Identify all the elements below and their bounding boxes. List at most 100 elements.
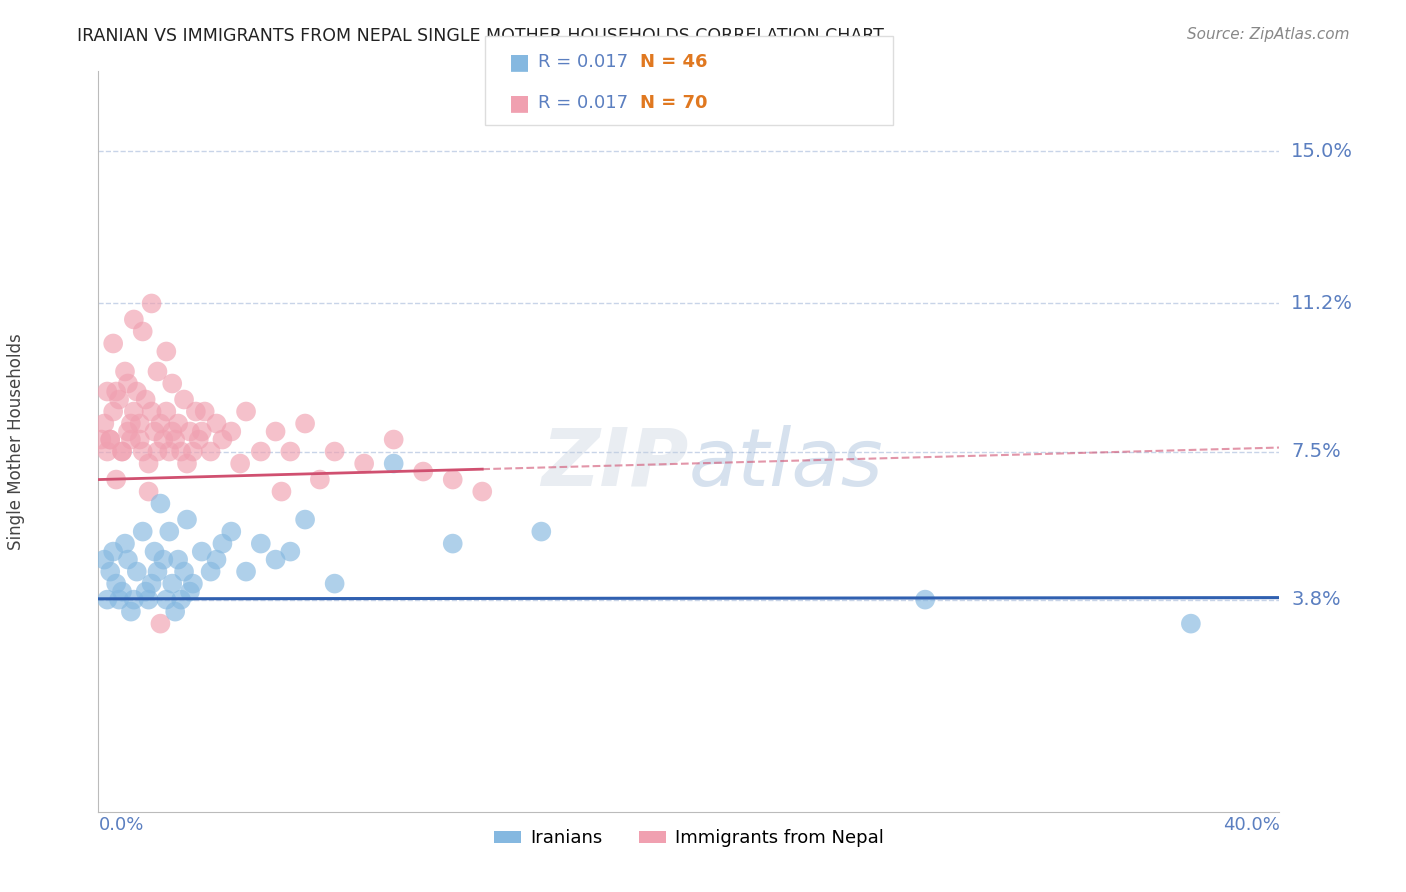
- Point: [187, 433, 209, 447]
- Point: [135, 392, 157, 407]
- Point: [120, 417, 142, 431]
- Point: [149, 616, 172, 631]
- Point: [162, 576, 183, 591]
- Point: [98, 565, 121, 579]
- Point: [96, 444, 118, 458]
- Point: [155, 592, 177, 607]
- Point: [179, 584, 201, 599]
- Point: [103, 544, 125, 558]
- Point: [141, 576, 163, 591]
- Point: [530, 524, 553, 539]
- Point: [280, 444, 302, 458]
- Point: [200, 565, 222, 579]
- Point: [117, 425, 139, 439]
- Point: [170, 592, 193, 607]
- Text: 0.0%: 0.0%: [98, 815, 143, 834]
- Point: [114, 536, 136, 550]
- Point: [162, 376, 183, 391]
- Point: [96, 384, 118, 399]
- Point: [211, 536, 233, 550]
- Point: [111, 444, 134, 458]
- Point: [138, 592, 160, 607]
- Point: [138, 457, 160, 471]
- Point: [149, 417, 172, 431]
- Point: [157, 444, 180, 458]
- Point: [149, 497, 172, 511]
- Point: [173, 392, 195, 407]
- Point: [125, 384, 148, 399]
- Point: [108, 592, 131, 607]
- Point: [194, 404, 217, 418]
- Point: [90, 433, 112, 447]
- Point: [103, 336, 125, 351]
- Point: [122, 592, 145, 607]
- Point: [176, 457, 198, 471]
- Point: [1180, 616, 1202, 631]
- Point: [146, 565, 169, 579]
- Point: [122, 404, 145, 418]
- Point: [138, 484, 160, 499]
- Text: R = 0.017: R = 0.017: [538, 53, 628, 70]
- Point: [382, 433, 405, 447]
- Text: atlas: atlas: [689, 425, 884, 503]
- Point: [229, 457, 252, 471]
- Point: [152, 433, 174, 447]
- Point: [96, 592, 118, 607]
- Point: [143, 425, 166, 439]
- Point: [111, 584, 134, 599]
- Point: [294, 512, 316, 526]
- Point: [93, 552, 115, 566]
- Point: [205, 417, 228, 431]
- Point: [270, 484, 292, 499]
- Text: 40.0%: 40.0%: [1223, 815, 1279, 834]
- Point: [191, 544, 214, 558]
- Point: [441, 473, 464, 487]
- Text: 3.8%: 3.8%: [1291, 591, 1341, 609]
- Point: [323, 576, 346, 591]
- Point: [165, 433, 187, 447]
- Point: [211, 433, 233, 447]
- Point: [181, 444, 204, 458]
- Text: ■: ■: [509, 93, 530, 112]
- Point: [235, 565, 257, 579]
- Point: [98, 433, 121, 447]
- Point: [152, 552, 174, 566]
- Text: R = 0.017: R = 0.017: [538, 94, 628, 112]
- Point: [132, 325, 155, 339]
- Point: [141, 404, 163, 418]
- Point: [471, 484, 494, 499]
- Point: [914, 592, 936, 607]
- Point: [323, 444, 346, 458]
- Point: [179, 425, 201, 439]
- Point: [176, 512, 198, 526]
- Text: Single Mother Households: Single Mother Households: [7, 334, 25, 549]
- Point: [235, 404, 257, 418]
- Point: [132, 524, 155, 539]
- Point: [128, 417, 150, 431]
- Point: [250, 536, 273, 550]
- Point: [146, 364, 169, 378]
- Text: 11.2%: 11.2%: [1291, 294, 1353, 313]
- Point: [264, 552, 287, 566]
- Point: [132, 444, 155, 458]
- Point: [170, 444, 193, 458]
- Text: 7.5%: 7.5%: [1291, 442, 1341, 461]
- Text: N = 70: N = 70: [640, 94, 707, 112]
- Legend: Iranians, Immigrants from Nepal: Iranians, Immigrants from Nepal: [486, 822, 891, 855]
- Point: [353, 457, 375, 471]
- Point: [162, 425, 183, 439]
- Point: [184, 404, 207, 418]
- Point: [93, 417, 115, 431]
- Point: [146, 444, 169, 458]
- Text: IRANIAN VS IMMIGRANTS FROM NEPAL SINGLE MOTHER HOUSEHOLDS CORRELATION CHART: IRANIAN VS IMMIGRANTS FROM NEPAL SINGLE …: [77, 27, 884, 45]
- Point: [181, 576, 204, 591]
- Point: [117, 376, 139, 391]
- Point: [128, 433, 150, 447]
- Text: ZIP: ZIP: [541, 425, 689, 503]
- Point: [105, 473, 128, 487]
- Point: [120, 433, 142, 447]
- Point: [280, 544, 302, 558]
- Point: [294, 417, 316, 431]
- Point: [191, 425, 214, 439]
- Point: [120, 605, 142, 619]
